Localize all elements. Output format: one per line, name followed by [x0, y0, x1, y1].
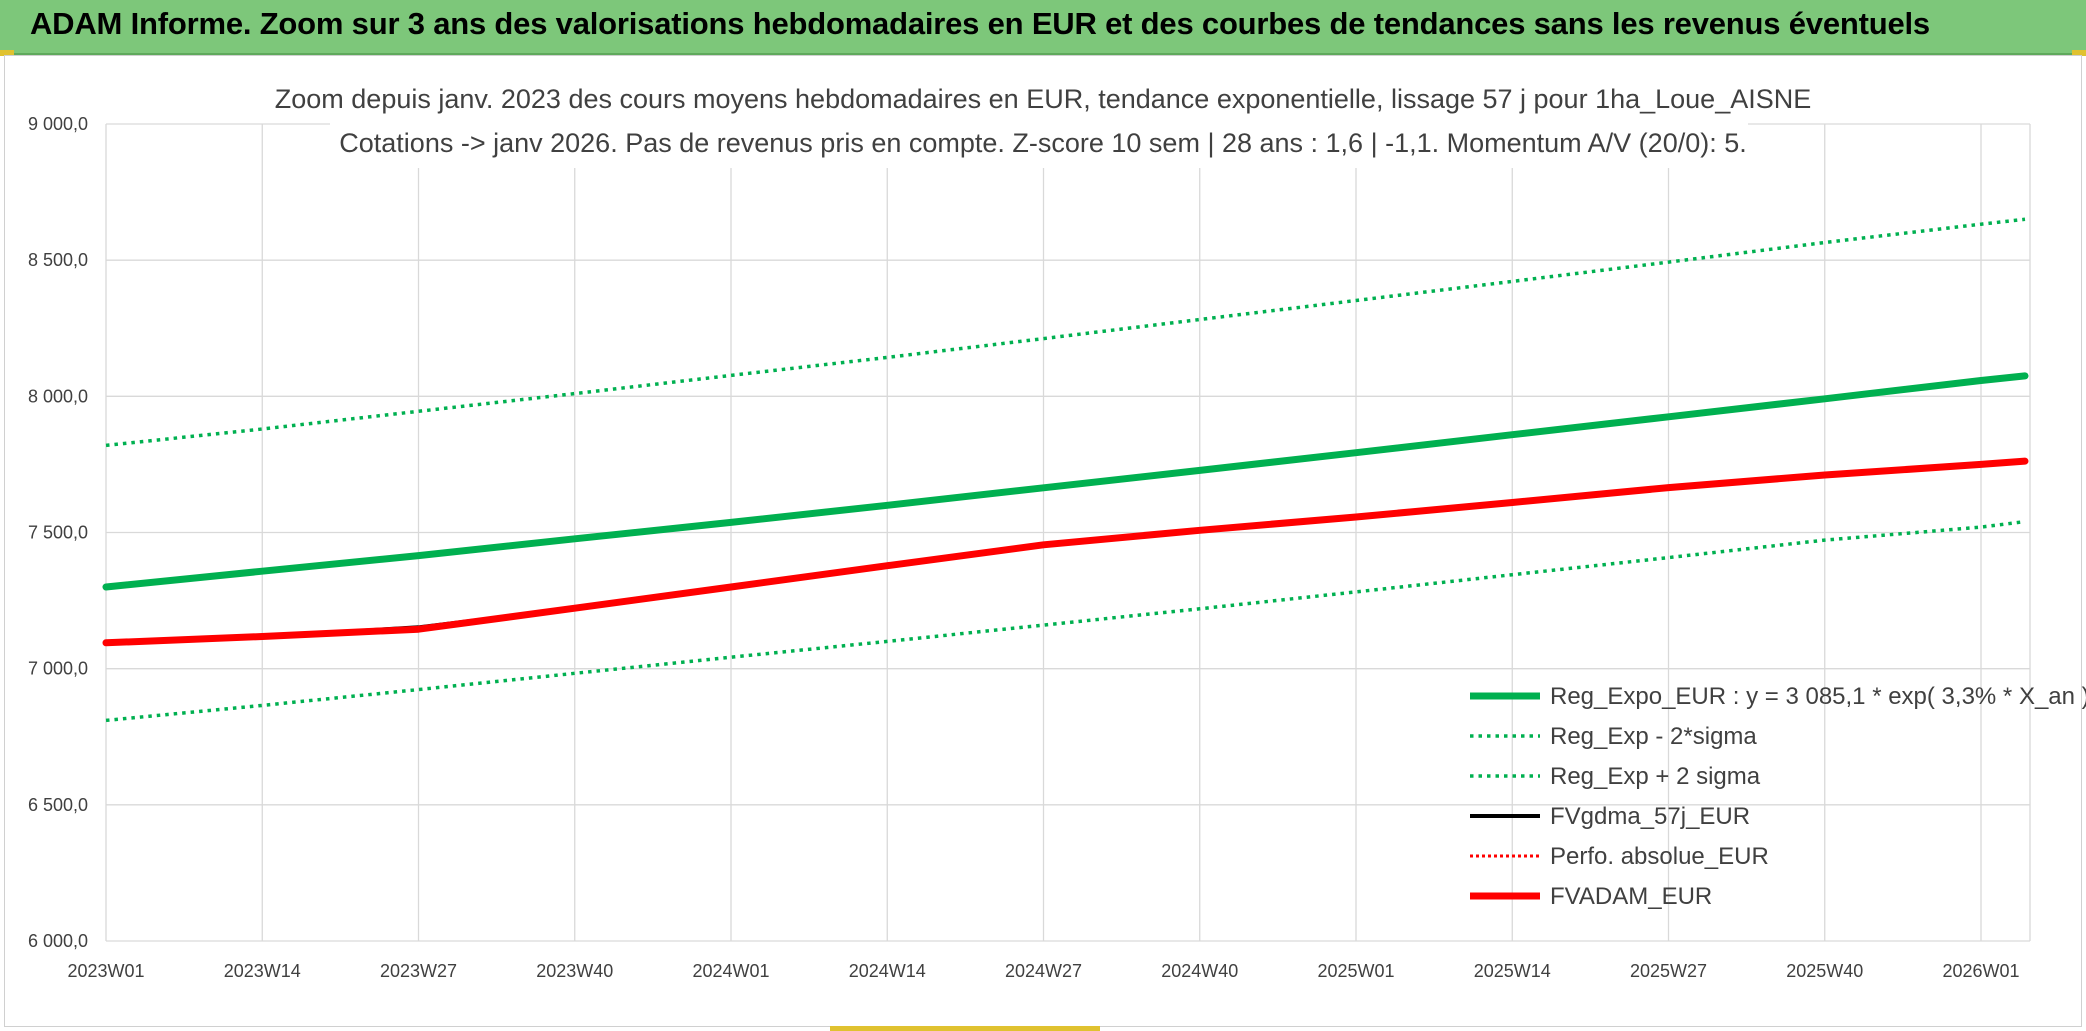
- legend-label: Reg_Exp - 2*sigma: [1550, 723, 1757, 750]
- corner-accent-left: [0, 50, 14, 56]
- legend-label: Reg_Exp + 2 sigma: [1550, 763, 1761, 790]
- legend-label: FVADAM_EUR: [1550, 883, 1712, 910]
- x-tick-label: 2023W14: [224, 961, 301, 981]
- y-tick-label: 9 000,0: [28, 114, 88, 134]
- series-line: [102, 372, 2029, 591]
- x-tick-label: 2025W27: [1630, 961, 1707, 981]
- legend: Reg_Expo_EUR : y = 3 085,1 * exp( 3,3% *…: [1470, 683, 2086, 910]
- x-tick-label: 2024W40: [1161, 961, 1238, 981]
- legend-label: Perfo. absolue_EUR: [1550, 843, 1769, 870]
- series-group: [102, 217, 2029, 723]
- x-tick-label: 2024W01: [692, 961, 769, 981]
- corner-accent-right: [2072, 50, 2086, 56]
- x-tick-label: 2025W01: [1317, 961, 1394, 981]
- legend-label: Reg_Expo_EUR : y = 3 085,1 * exp( 3,3% *…: [1550, 683, 2086, 710]
- y-axis-ticks: 9 000,0 8 500,0 8 000,0 7 500,0 7 000,0 6 500…: [28, 114, 88, 951]
- y-tick-label: 6 000,0: [28, 931, 88, 951]
- title-background: [330, 80, 1748, 168]
- x-tick-label: 2024W14: [849, 961, 926, 981]
- series-line: [105, 519, 2026, 723]
- bottom-accent: [830, 1026, 1100, 1031]
- x-tick-label: 2023W01: [67, 961, 144, 981]
- y-tick-label: 6 500,0: [28, 795, 88, 815]
- x-tick-label: 2026W01: [1942, 961, 2019, 981]
- series-line: [102, 457, 2029, 647]
- legend-label: FVgdma_57j_EUR: [1550, 803, 1750, 830]
- x-tick-label: 2025W40: [1786, 961, 1863, 981]
- chart-title: Zoom depuis janv. 2023 des cours moyens …: [274, 84, 1812, 114]
- y-tick-label: 7 000,0: [28, 659, 88, 679]
- header-bar: ADAM Informe. Zoom sur 3 ans des valoris…: [0, 0, 2086, 55]
- chart-subtitle: Cotations -> janv 2026. Pas de revenus p…: [339, 128, 1747, 158]
- x-tick-label: 2025W14: [1474, 961, 1551, 981]
- series-line: [105, 217, 2026, 448]
- y-tick-label: 7 500,0: [28, 523, 88, 543]
- x-tick-label: 2023W27: [380, 961, 457, 981]
- y-tick-label: 8 000,0: [28, 386, 88, 406]
- x-tick-label: 2024W27: [1005, 961, 1082, 981]
- y-tick-label: 8 500,0: [28, 250, 88, 270]
- x-axis-ticks: 2023W01 2023W14 2023W27 2023W40 2024W01 2024W…: [67, 961, 2019, 981]
- page-title: ADAM Informe. Zoom sur 3 ans des valoris…: [30, 6, 1930, 41]
- x-tick-label: 2023W40: [536, 961, 613, 981]
